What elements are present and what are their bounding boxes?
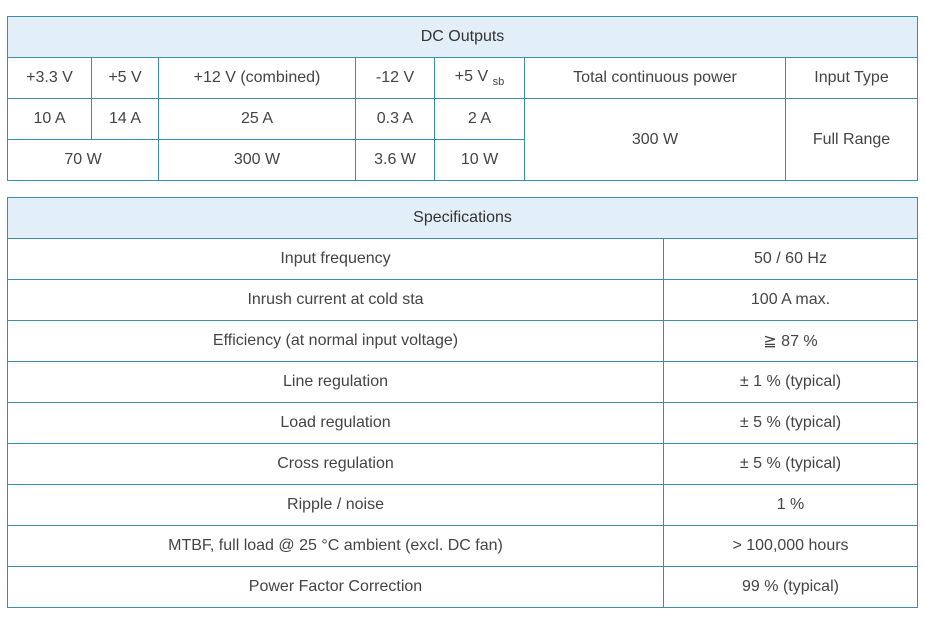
spec-row: Cross regulation ± 5 % (typical) [7,443,918,485]
spec-label: Efficiency (at normal input voltage) [7,320,664,362]
spec-value: 100 A max. [663,279,918,321]
watt-5vsb: 10 W [434,139,525,181]
spec-row: Ripple / noise 1 % [7,484,918,526]
spec-value: ± 5 % (typical) [663,443,918,485]
total-power-header: Total continuous power [524,57,786,99]
spec-label: Load regulation [7,402,664,444]
current-5vsb: 2 A [434,98,525,140]
current-5v: 14 A [91,98,159,140]
voltage-5v: +5 V [91,57,159,99]
spec-value: > 100,000 hours [663,525,918,567]
voltage-header-row: +3.3 V +5 V +12 V (combined) -12 V +5 V … [7,57,919,99]
spec-label: Line regulation [7,361,664,403]
voltage-5vsb: +5 V sb [434,57,525,99]
spec-value: 50 / 60 Hz [663,238,918,280]
spec-value: 1 % [663,484,918,526]
specifications-title: Specifications [7,197,918,239]
watt-3v3-5v: 70 W [7,139,159,181]
voltage-5vsb-label: +5 V [454,67,489,85]
spec-value: 99 % (typical) [663,566,918,608]
spec-row: Load regulation ± 5 % (typical) [7,402,918,444]
spec-row: MTBF, full load @ 25 °C ambient (excl. D… [7,525,918,567]
spec-row: Efficiency (at normal input voltage) ≧ 87… [7,320,918,362]
spec-row: Input frequency 50 / 60 Hz [7,238,918,280]
dc-outputs-title: DC Outputs [6,16,919,58]
current-3v3: 10 A [7,98,92,140]
spec-value: ± 1 % (typical) [663,361,918,403]
spec-row: Power Factor Correction 99 % (typical) [7,566,918,608]
input-type-header: Input Type [784,57,919,99]
voltage-12v: +12 V (combined) [158,57,356,99]
spec-label: Input frequency [7,238,664,280]
input-type-value: Full Range [784,98,919,181]
dc-outputs-table: DC Outputs +3.3 V +5 V +12 V (combined) … [6,16,919,181]
voltage-3v3: +3.3 V [7,57,92,99]
spec-value: ± 5 % (typical) [663,402,918,444]
voltage-minus12v: -12 V [355,57,435,99]
spec-label: Ripple / noise [7,484,664,526]
spec-label: MTBF, full load @ 25 °C ambient (excl. D… [7,525,664,567]
current-12v: 25 A [158,98,356,140]
watt-12v: 300 W [158,139,356,181]
current-minus12v: 0.3 A [355,98,435,140]
watt-minus12v: 3.6 W [355,139,435,181]
specifications-table: Specifications Input frequency 50 / 60 Hz… [7,197,918,608]
spec-label: Power Factor Correction [7,566,664,608]
total-power-value: 300 W [524,98,786,181]
spec-row: Line regulation ± 1 % (typical) [7,361,918,403]
spec-value: ≧ 87 % [663,320,918,362]
spec-row: Inrush current at cold sta 100 A max. [7,279,918,321]
voltage-5vsb-subscript: sb [492,76,505,89]
current-row: 10 A 14 A 25 A 0.3 A 2 A 300 W Full Rang… [7,98,919,181]
spec-label: Inrush current at cold sta [7,279,664,321]
watt-row: 70 W 300 W 3.6 W 10 W [7,139,918,181]
spec-label: Cross regulation [7,443,664,485]
